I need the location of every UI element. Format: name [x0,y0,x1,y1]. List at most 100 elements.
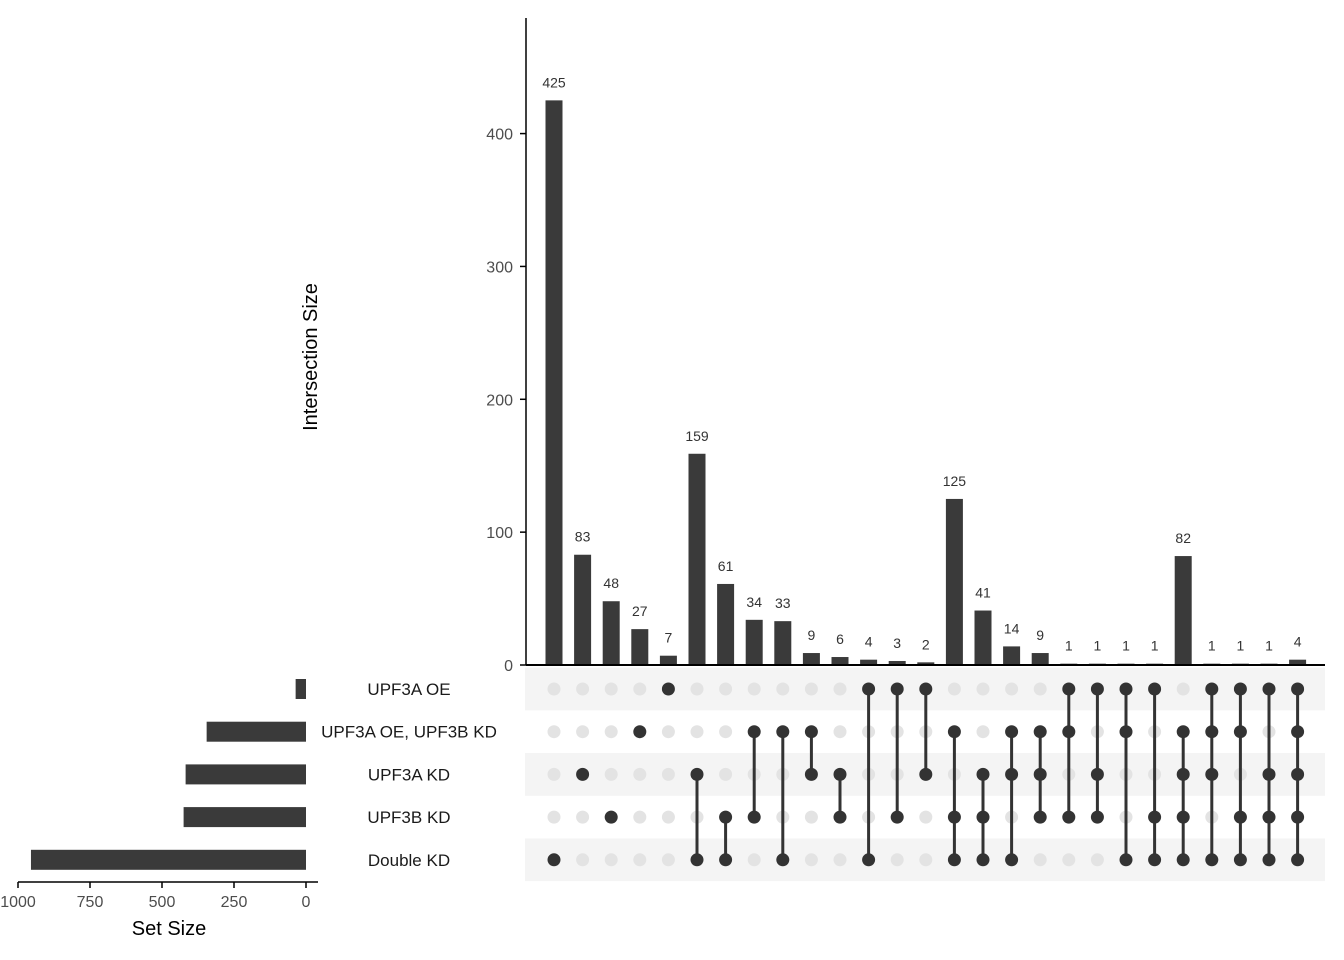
intersection-bar-label: 1 [1094,638,1102,654]
matrix-dot-active [1005,725,1019,739]
matrix-dot-active [1176,725,1190,739]
matrix-dot-active [1233,682,1247,696]
matrix-dot-active [1291,767,1305,781]
intersection-bar-label: 159 [685,428,709,444]
matrix-dot-inactive [576,682,590,696]
matrix-dot-active [1205,682,1219,696]
matrix-dot-inactive [661,725,675,739]
intersection-bar [1289,659,1307,665]
matrix-dot-active [690,853,704,867]
y-tick-label: 400 [486,127,513,144]
matrix-dot-inactive [947,682,961,696]
intersection-bar-label: 27 [632,603,648,619]
matrix-dot-active [976,853,990,867]
intersection-bar-label: 34 [746,594,762,610]
matrix-dot-active [890,682,904,696]
matrix-dot-active [1119,682,1133,696]
y-tick-label: 300 [486,259,513,276]
matrix-dot-inactive [1062,853,1076,867]
y-tick-label: 100 [486,525,513,542]
matrix-dot-active [661,682,675,696]
matrix-dot-inactive [719,682,733,696]
intersection-bar-label: 9 [808,627,816,643]
matrix-dot-active [947,725,961,739]
matrix-dot-inactive [833,682,847,696]
matrix-dot-active [1005,853,1019,867]
set-size-title: Set Size [132,918,206,940]
intersection-bar-label: 7 [665,630,673,646]
matrix-dot-active [833,767,847,781]
matrix-dot-active [1291,853,1305,867]
matrix-dot-inactive [547,810,561,824]
matrix-dot-inactive [604,725,618,739]
intersection-bar [774,621,792,665]
intersection-bar-label: 83 [575,529,591,545]
intersection-matrix [547,682,1305,867]
matrix-dot-inactive [719,767,733,781]
intersection-bar [602,601,620,665]
intersection-bar [545,100,563,665]
y-tick-label: 0 [504,658,513,675]
matrix-dot-inactive [661,810,675,824]
set-size-bar [295,679,306,699]
intersection-bar [1174,556,1192,665]
matrix-dot-active [633,725,647,739]
matrix-dot-active [919,682,933,696]
matrix-dot-inactive [547,767,561,781]
matrix-dot-active [1176,853,1190,867]
set-size-bar [30,849,307,870]
matrix-dot-inactive [661,767,675,781]
matrix-dot-inactive [919,853,933,867]
matrix-dot-active [576,767,590,781]
intersection-bar [1003,646,1021,665]
matrix-dot-active [1291,725,1305,739]
set-size-tick-label: 1000 [0,894,36,911]
intersection-bar [659,655,677,665]
intersection-bar-label: 61 [718,558,734,574]
matrix-dot-active [1005,767,1019,781]
matrix-dot-inactive [604,682,618,696]
matrix-dot-inactive [833,725,847,739]
intersection-bar [631,629,649,665]
intersection-bar [888,661,906,665]
matrix-dot-inactive [576,810,590,824]
matrix-dot-inactive [719,725,733,739]
matrix-dot-active [1262,810,1276,824]
y-tick-label: 200 [486,392,513,409]
matrix-dot-active [1119,853,1133,867]
matrix-dot-active [919,767,933,781]
matrix-dot-inactive [747,853,761,867]
intersection-bar-label: 2 [922,636,930,652]
intersection-bar-label: 48 [603,575,619,591]
intersection-bar-label: 9 [1036,627,1044,643]
matrix-dot-active [1233,853,1247,867]
set-size-bar [185,764,306,785]
set-label: UPF3A OE, UPF3B KD [321,723,497,742]
matrix-dot-active [1233,810,1247,824]
matrix-dot-active [862,682,876,696]
intersection-bar-label: 6 [836,631,844,647]
set-size-bars [30,679,307,870]
matrix-dot-inactive [547,725,561,739]
intersection-bar-label: 33 [775,595,791,611]
matrix-dot-inactive [890,853,904,867]
matrix-dot-inactive [547,682,561,696]
matrix-dot-active [1176,810,1190,824]
intersection-bar-label: 425 [542,74,566,90]
matrix-dot-inactive [633,810,647,824]
matrix-dot-active [862,853,876,867]
intersection-bar [831,657,849,665]
set-label: UPF3B KD [367,808,450,827]
matrix-dot-active [719,810,733,824]
matrix-dot-inactive [1090,853,1104,867]
matrix-dot-active [1090,810,1104,824]
matrix-dot-inactive [776,682,790,696]
matrix-dot-active [833,810,847,824]
matrix-dot-inactive [976,725,990,739]
matrix-dot-inactive [976,682,990,696]
matrix-dot-active [1033,810,1047,824]
matrix-dot-active [1233,725,1247,739]
intersection-bar [745,619,763,665]
matrix-dot-active [1033,767,1047,781]
matrix-dot-inactive [576,725,590,739]
